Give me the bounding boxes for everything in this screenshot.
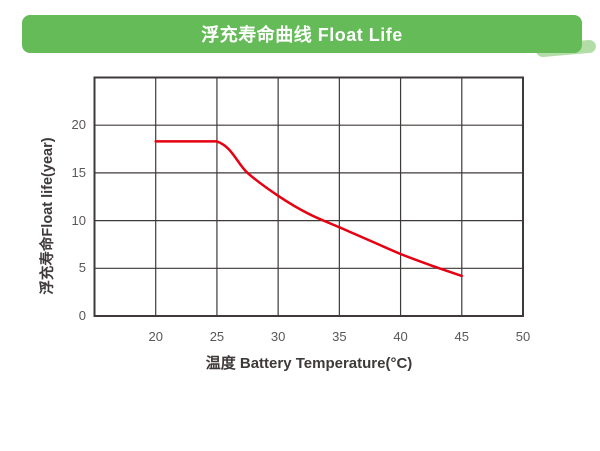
y-tick-label: 0 bbox=[78, 308, 86, 323]
y-tick-label: 10 bbox=[71, 212, 86, 228]
header-banner: 浮充寿命曲线 Float Life bbox=[22, 15, 582, 53]
x-tick-label: 35 bbox=[332, 329, 347, 344]
x-tick-label: 30 bbox=[270, 329, 286, 344]
float-life-curve bbox=[154, 140, 464, 278]
x-tick-label: 45 bbox=[454, 329, 470, 344]
y-tick-label: 5 bbox=[78, 260, 86, 276]
x-tick-label: 20 bbox=[148, 329, 163, 344]
x-tick-label: 40 bbox=[393, 329, 408, 344]
x-tick-label: 50 bbox=[515, 329, 531, 344]
plot-border bbox=[93, 76, 524, 317]
y-tick-label: 20 bbox=[71, 117, 86, 133]
banner-title: 浮充寿命曲线 Float Life bbox=[201, 25, 403, 45]
x-tick-label: 25 bbox=[209, 329, 225, 344]
x-axis-title: 温度 Battery Temperature(°C) bbox=[205, 355, 413, 372]
y-tick-label: 15 bbox=[71, 164, 86, 180]
